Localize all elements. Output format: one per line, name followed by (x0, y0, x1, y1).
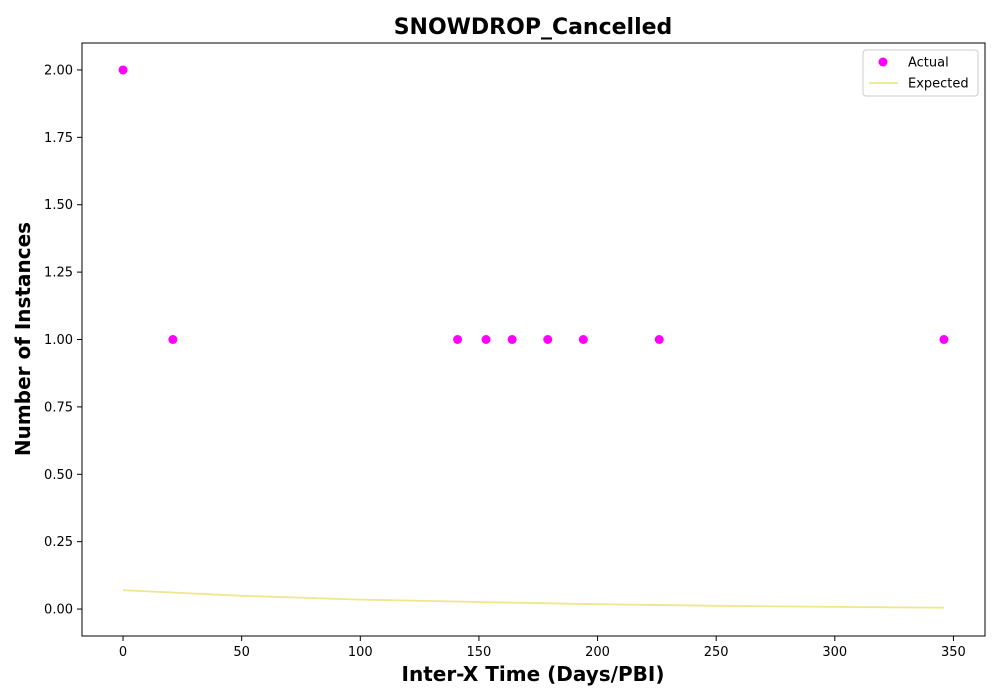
x-tick-label: 350 (941, 645, 966, 660)
x-tick-label: 300 (822, 645, 847, 660)
expected-line (122, 589, 945, 609)
y-axis-label: Number of Instances (11, 222, 35, 456)
legend-marker-actual (878, 57, 888, 67)
x-tick-label: 200 (585, 645, 610, 660)
y-tick-label: 0.00 (44, 603, 73, 618)
actual-point (118, 65, 128, 75)
y-tick-label: 2.00 (44, 63, 73, 78)
x-axis-label: Inter-X Time (Days/PBI) (402, 662, 665, 686)
x-tick-label: 150 (467, 645, 492, 660)
actual-point (543, 335, 553, 344)
y-tick-label: 1.50 (44, 198, 73, 213)
y-tick-label: 1.75 (44, 131, 73, 146)
x-tick-label: 50 (233, 645, 250, 660)
legend-label: Actual (908, 56, 949, 71)
y-tick-label: 0.75 (44, 400, 73, 415)
plot-area (118, 65, 949, 609)
y-tick-label: 1.00 (44, 333, 73, 348)
plot-frame (81, 42, 986, 637)
chart-title: SNOWDROP_Cancelled (394, 15, 673, 40)
legend-label: Expected (908, 77, 969, 92)
x-axis: 0 50 100 150 200 250 300 350 (119, 636, 966, 660)
actual-point (507, 335, 517, 344)
actual-point (453, 335, 463, 344)
y-tick-label: 0.25 (44, 535, 73, 550)
x-tick-label: 250 (704, 645, 729, 660)
y-tick-label: 0.50 (44, 468, 73, 483)
actual-point (939, 335, 949, 344)
y-tick-label: 1.25 (44, 266, 73, 281)
legend-box (862, 49, 979, 97)
x-tick-label: 0 (119, 645, 127, 660)
actual-point (168, 335, 178, 344)
actual-point (481, 335, 491, 344)
actual-point (578, 335, 588, 344)
x-tick-label: 100 (348, 645, 373, 660)
y-axis: 0.00 0.25 0.50 0.75 1.00 1.25 1.50 1.75 2.00 (44, 63, 82, 618)
actual-point (654, 335, 664, 344)
legend: Actual Expected (862, 49, 979, 97)
